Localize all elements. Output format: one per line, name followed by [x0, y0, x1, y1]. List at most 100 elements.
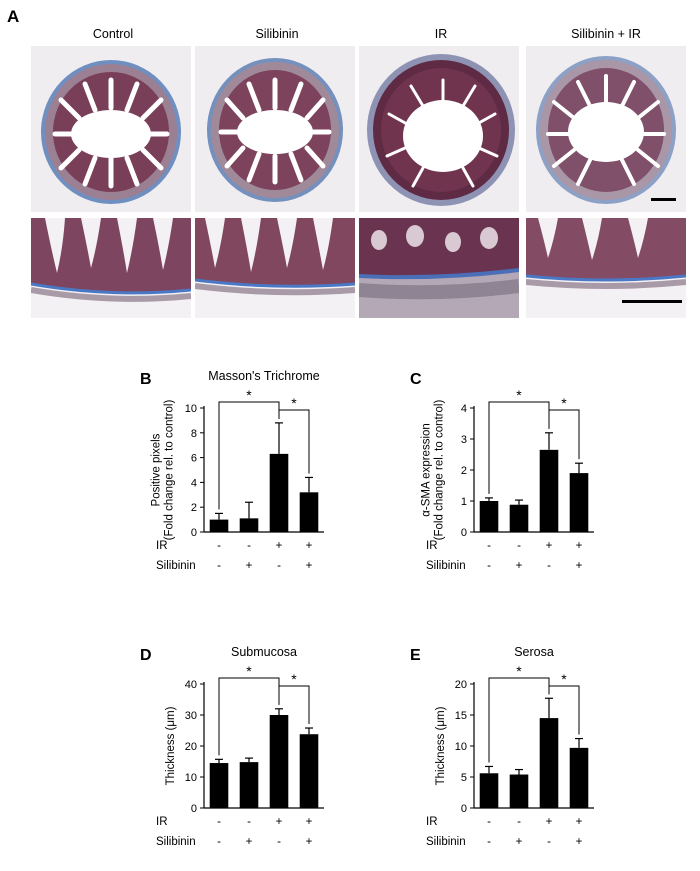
- bar: [209, 763, 229, 808]
- bar-chart-alpha-sma: C 0 1 2 3 4 α-SMA expression (Fold change rel. …: [410, 371, 594, 572]
- y-tick-label: 40: [185, 679, 197, 691]
- row-label-silibinin: Silibinin: [156, 560, 196, 572]
- silibinin-sign: +: [516, 560, 523, 572]
- panel-letter-a: A: [7, 7, 20, 26]
- significance-star: *: [291, 395, 297, 411]
- bar: [479, 501, 499, 532]
- ir-sign: +: [576, 540, 583, 552]
- y-tick-label: 0: [461, 527, 467, 539]
- bar: [239, 762, 259, 808]
- silibinin-sign: -: [277, 560, 281, 572]
- condition-label-control: Control: [92, 27, 134, 41]
- micrograph-ir-cross-section: [359, 46, 519, 212]
- panel-letter: E: [410, 647, 421, 664]
- silibinin-sign: -: [547, 560, 551, 572]
- significance-bracket: [278, 685, 310, 725]
- ir-sign: +: [276, 540, 283, 552]
- silibinin-sign: +: [306, 560, 313, 572]
- bar: [269, 453, 289, 532]
- bar: [569, 747, 589, 808]
- y-tick-label: 4: [461, 403, 467, 415]
- micrograph-ir-wall-detail: [359, 218, 519, 318]
- ir-sign: +: [546, 816, 553, 828]
- significance-bracket: [278, 409, 310, 474]
- y-axis-label-line: Positive pixels: [151, 433, 163, 506]
- ir-sign: -: [217, 816, 221, 828]
- silibinin-sign: -: [217, 560, 221, 572]
- y-tick-label: 15: [455, 710, 467, 722]
- bar: [299, 734, 319, 808]
- condition-label-silibinin-ir: Silibinin + IR: [571, 27, 641, 41]
- silibinin-sign: +: [576, 560, 583, 572]
- bar: [509, 504, 529, 532]
- significance-star: *: [561, 395, 567, 411]
- significance-star: *: [246, 387, 252, 403]
- ir-sign: -: [217, 540, 221, 552]
- silibinin-sign: -: [217, 836, 221, 848]
- y-tick-label: 10: [185, 772, 197, 784]
- significance-star: *: [516, 387, 522, 403]
- significance-bracket: [548, 409, 580, 460]
- chart-title: Masson's Trichrome: [208, 369, 319, 383]
- panel-letter: D: [140, 647, 152, 664]
- bar: [299, 492, 319, 532]
- ir-sign: -: [247, 540, 251, 552]
- y-axis-label-line: Thickness (μm): [435, 706, 447, 785]
- silibinin-sign: +: [576, 836, 583, 848]
- y-tick-label: 20: [455, 679, 467, 691]
- y-tick-label: 20: [185, 741, 197, 753]
- y-axis-label-line: Thickness (μm): [165, 706, 177, 785]
- ir-sign: -: [517, 816, 521, 828]
- y-tick-label: 10: [185, 403, 197, 415]
- ir-sign: -: [487, 540, 491, 552]
- y-tick-label: 6: [191, 453, 197, 465]
- micrograph-silibinin-wall-detail: [195, 218, 355, 318]
- row-label-silibinin: Silibinin: [426, 560, 466, 572]
- panel-letter: B: [140, 371, 152, 388]
- significance-star: *: [291, 671, 297, 687]
- ir-sign: -: [487, 816, 491, 828]
- y-tick-label: 2: [191, 502, 197, 514]
- ir-sign: +: [276, 816, 283, 828]
- row-label-ir: IR: [156, 816, 168, 828]
- y-tick-label: 4: [191, 477, 197, 489]
- bar: [539, 449, 559, 532]
- bar-chart-submucosa: D Submucosa 0 10 20 30 40 Thickness (μm) * * IR Sil…: [140, 645, 324, 848]
- significance-bracket: [548, 685, 580, 735]
- bar: [569, 473, 589, 532]
- silibinin-sign: -: [487, 560, 491, 572]
- micrograph-silibinin-ir-cross-section: [526, 46, 686, 212]
- significance-star: *: [516, 663, 522, 679]
- chart-title: Submucosa: [231, 645, 297, 659]
- bar: [509, 774, 529, 808]
- silibinin-sign: -: [547, 836, 551, 848]
- y-tick-label: 0: [461, 803, 467, 815]
- y-tick-label: 8: [191, 428, 197, 440]
- micrograph-control-wall-detail: [31, 218, 191, 318]
- y-tick-label: 1: [461, 496, 467, 508]
- row-label-silibinin: Silibinin: [156, 836, 196, 848]
- row-label-ir: IR: [426, 540, 438, 552]
- y-tick-label: 0: [191, 803, 197, 815]
- y-tick-label: 10: [455, 741, 467, 753]
- bar-chart-masson-trichrome: B Masson's Trichrome 0 2 4 6 8 10 Positive pixel…: [140, 369, 324, 572]
- bar: [269, 715, 289, 808]
- y-tick-label: 0: [191, 527, 197, 539]
- ir-sign: -: [247, 816, 251, 828]
- ir-sign: +: [306, 816, 313, 828]
- scale-bar-top: [651, 198, 676, 201]
- ir-sign: +: [546, 540, 553, 552]
- ir-sign: -: [517, 540, 521, 552]
- bar: [479, 773, 499, 808]
- bar-chart-serosa: E Serosa 0 5 10 15 20 Thickness (μm) * * IR Silibin…: [410, 645, 594, 848]
- ir-sign: +: [306, 540, 313, 552]
- significance-star: *: [246, 663, 252, 679]
- row-label-silibinin: Silibinin: [426, 836, 466, 848]
- y-tick-label: 5: [461, 772, 467, 784]
- row-label-ir: IR: [426, 816, 438, 828]
- silibinin-sign: +: [516, 836, 523, 848]
- silibinin-sign: -: [277, 836, 281, 848]
- y-tick-label: 30: [185, 710, 197, 722]
- micrograph-silibinin-ir-wall-detail: [526, 218, 686, 318]
- row-label-ir: IR: [156, 540, 168, 552]
